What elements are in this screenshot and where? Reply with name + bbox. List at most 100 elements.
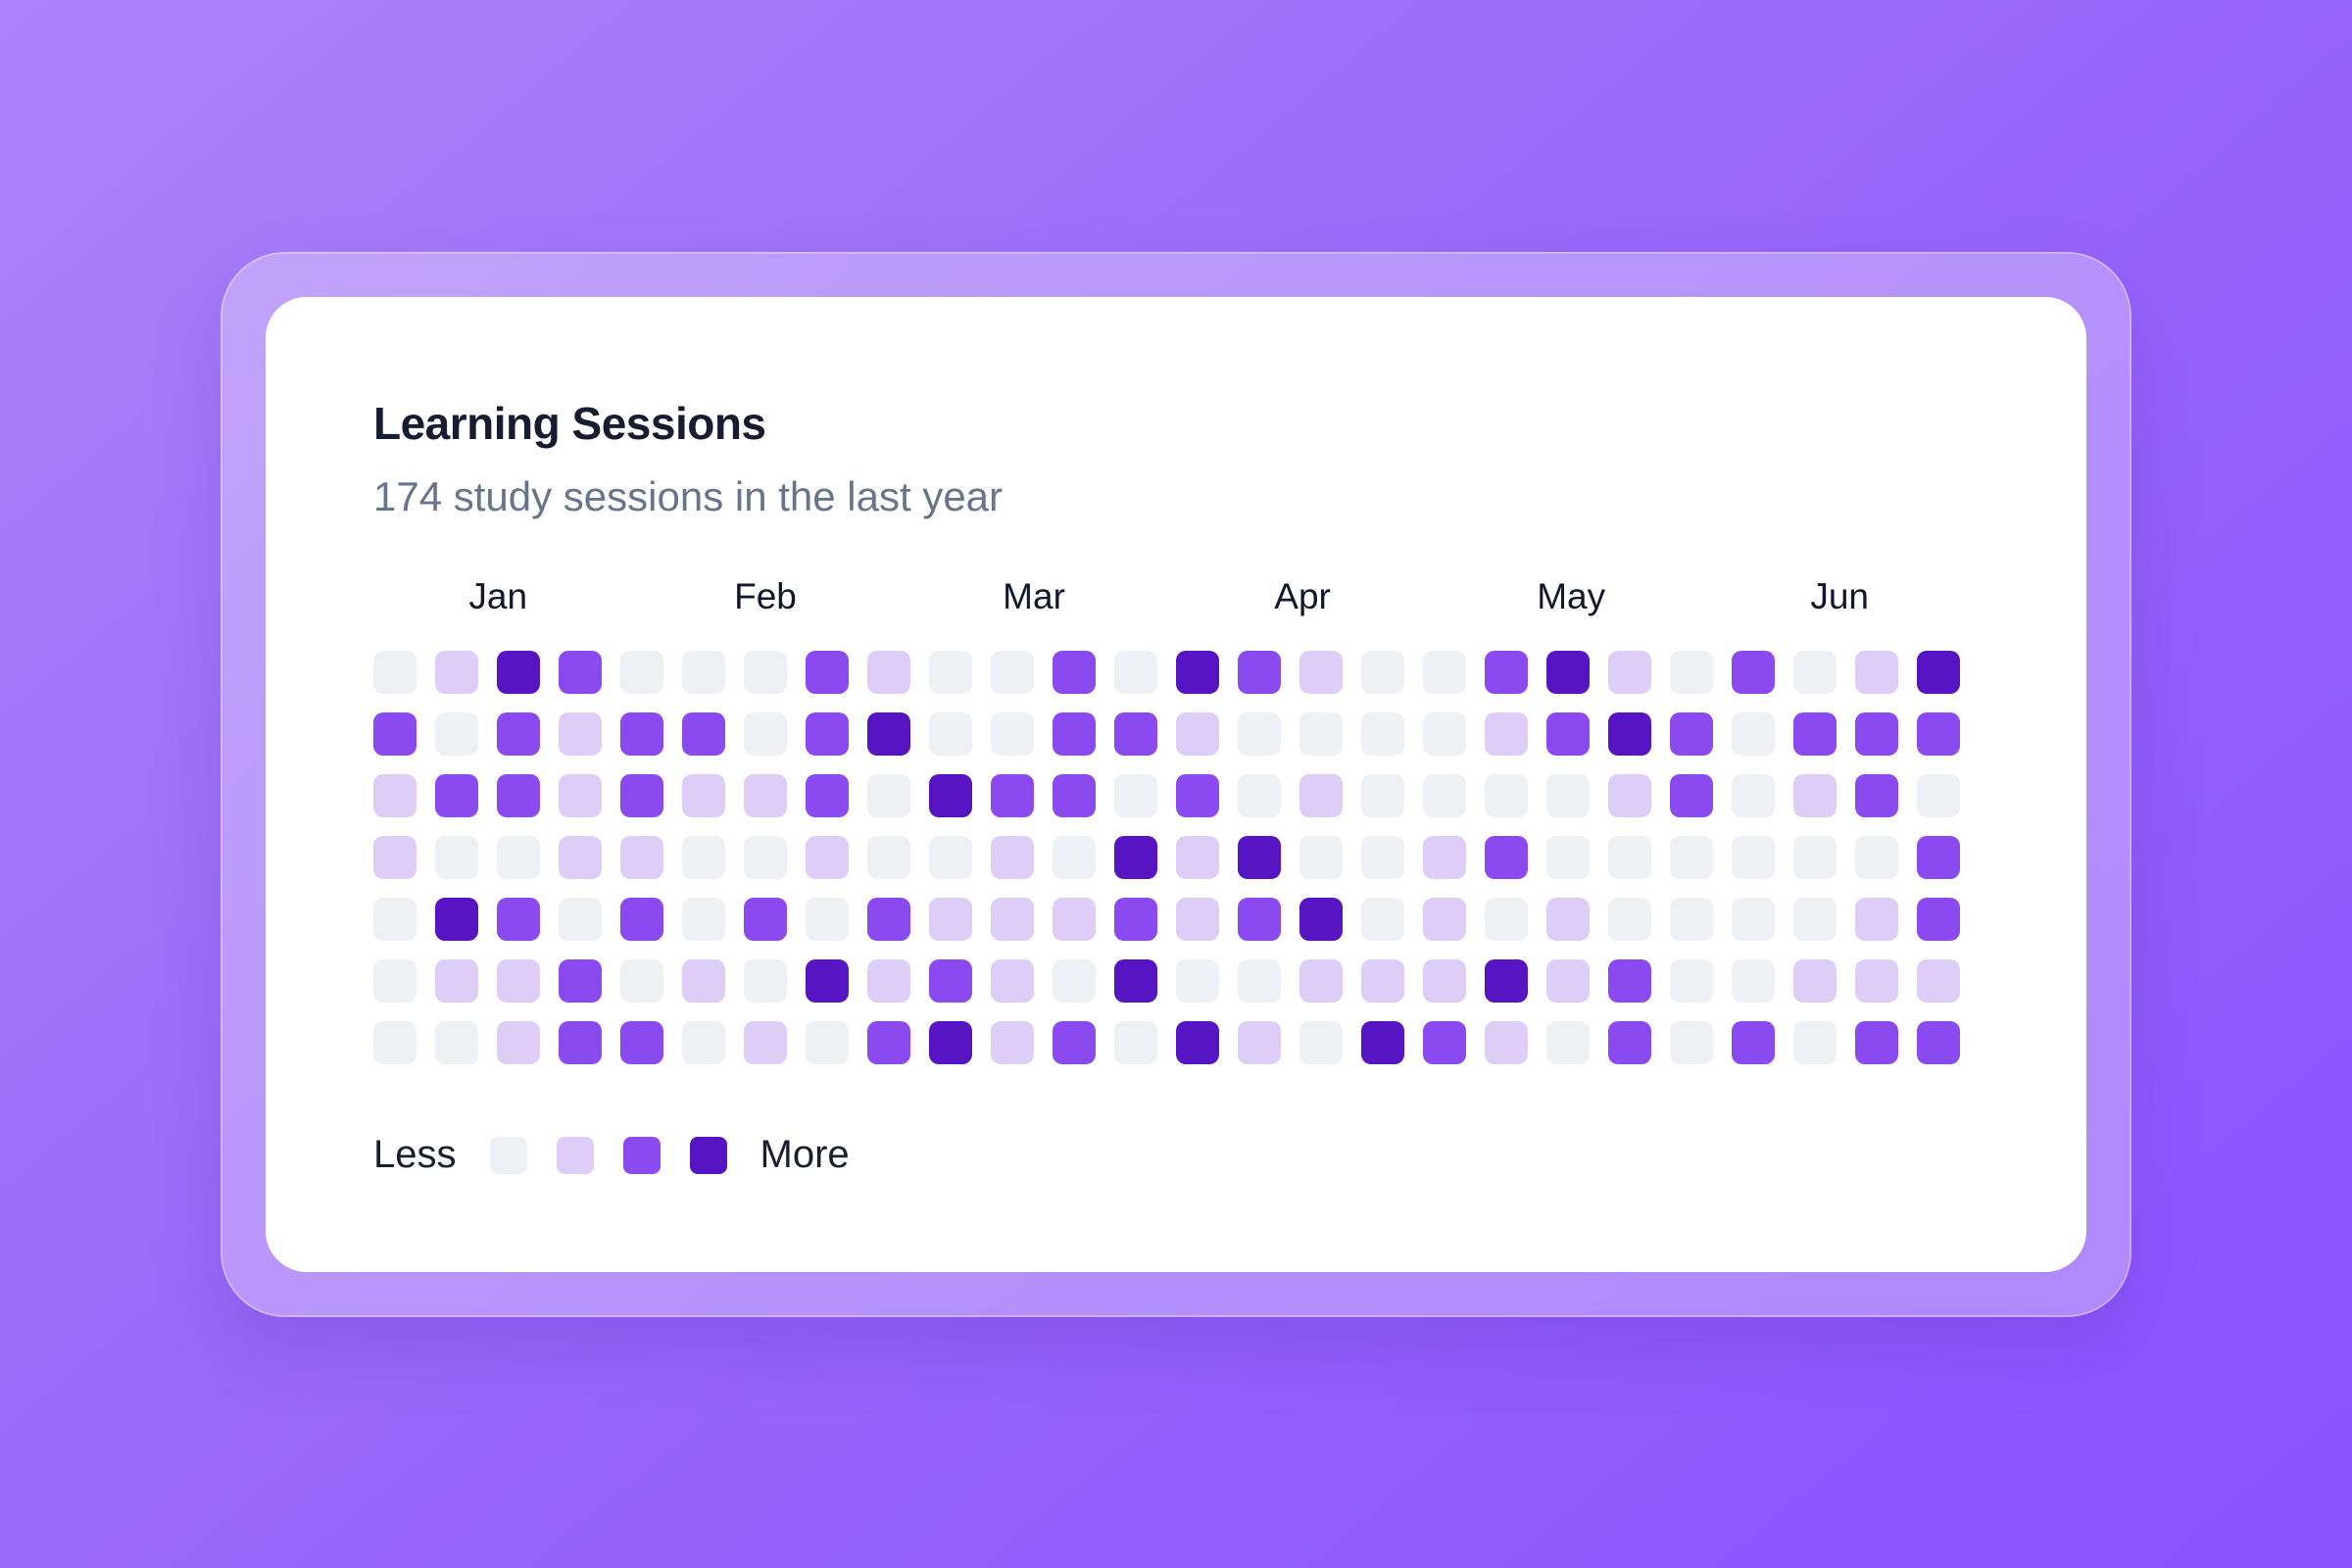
heatmap-cell — [1361, 712, 1404, 757]
heatmap-cell — [1793, 774, 1837, 818]
heatmap-cell — [1299, 774, 1343, 818]
heatmap-cell — [1299, 651, 1343, 695]
heatmap-cell — [1485, 959, 1528, 1004]
heatmap-cell — [1732, 774, 1775, 818]
heatmap-cell — [867, 774, 910, 818]
heatmap-cell — [1238, 1021, 1281, 1065]
heatmap-cell — [1793, 712, 1837, 757]
heatmap-cell — [435, 959, 478, 1004]
heatmap-cell — [373, 898, 416, 942]
heatmap-cell — [1053, 1021, 1096, 1065]
heatmap-cell — [1114, 651, 1157, 695]
legend-swatches — [489, 1136, 727, 1174]
heatmap-cell — [1793, 651, 1837, 695]
heatmap-cell — [1793, 898, 1837, 942]
heatmap-cell — [1053, 774, 1096, 818]
heatmap-cell — [991, 712, 1034, 757]
heatmap-cell — [867, 836, 910, 880]
heatmap-cell — [1485, 898, 1528, 942]
heatmap-cell — [1485, 774, 1528, 818]
heatmap-cell — [435, 712, 478, 757]
heatmap-cell — [1855, 774, 1898, 818]
heatmap-cell — [806, 1021, 849, 1065]
heatmap-cell — [1423, 712, 1466, 757]
heatmap-cell — [806, 651, 849, 695]
heatmap-cell — [867, 712, 910, 757]
heatmap-cell — [1114, 712, 1157, 757]
heatmap-cell — [1176, 836, 1219, 880]
heatmap-cell — [1732, 651, 1775, 695]
heatmap-cell — [1608, 959, 1651, 1004]
heatmap-cell — [1361, 836, 1404, 880]
heatmap-cell — [1423, 836, 1466, 880]
heatmap-cell — [744, 959, 787, 1004]
month-labels-row: Jan Feb Mar Apr May Jun — [373, 576, 1961, 621]
heatmap-cell — [1793, 836, 1837, 880]
heatmap-cell — [991, 898, 1034, 942]
heatmap-cell — [620, 651, 663, 695]
heatmap-cell — [1608, 774, 1651, 818]
legend-more-label: More — [760, 1133, 850, 1177]
heatmap-cell — [991, 959, 1034, 1004]
heatmap-cell — [929, 898, 972, 942]
heatmap-cell — [497, 712, 540, 757]
heatmap-cell — [1238, 774, 1281, 818]
heatmap-cell — [1855, 651, 1898, 695]
learning-sessions-card: Learning Sessions 174 study sessions in … — [266, 296, 2086, 1272]
heatmap-cell — [559, 774, 602, 818]
heatmap-cell — [1546, 959, 1590, 1004]
heatmap-cell — [991, 836, 1034, 880]
heatmap-cell — [1917, 836, 1960, 880]
heatmap-cell — [1053, 898, 1096, 942]
heatmap-cell — [806, 959, 849, 1004]
heatmap-cell — [1855, 1021, 1898, 1065]
month-label-jun: Jun — [1810, 576, 1870, 617]
heatmap-cell — [682, 959, 725, 1004]
heatmap-cell — [435, 836, 478, 880]
heatmap-cell — [1732, 959, 1775, 1004]
heatmap-cell — [559, 836, 602, 880]
heatmap-cell — [744, 898, 787, 942]
heatmap-cell — [1793, 959, 1837, 1004]
heatmap-cell — [1053, 836, 1096, 880]
heatmap-cell — [1732, 836, 1775, 880]
legend-swatch-low — [556, 1136, 594, 1174]
card-subtitle: 174 study sessions in the last year — [373, 472, 1004, 519]
heatmap-cell — [1546, 836, 1590, 880]
heatmap-cell — [1053, 651, 1096, 695]
heatmap-cell — [1546, 651, 1590, 695]
heatmap-cell — [1176, 774, 1219, 818]
heatmap-cell — [1546, 774, 1590, 818]
heatmap-cell — [1608, 712, 1651, 757]
heatmap-cell — [1053, 712, 1096, 757]
heatmap-cell — [991, 1021, 1034, 1065]
heatmap-cell — [1917, 774, 1960, 818]
heatmap-cell — [867, 651, 910, 695]
heatmap-legend: Less More — [373, 1133, 1979, 1177]
heatmap-cell — [559, 898, 602, 942]
heatmap-cell — [1732, 712, 1775, 757]
heatmap-cell — [1855, 836, 1898, 880]
month-label-may: May — [1537, 576, 1606, 617]
heatmap-cell — [1917, 959, 1960, 1004]
heatmap-cell — [1176, 959, 1219, 1004]
heatmap-cell — [1546, 1021, 1590, 1065]
heatmap-cell — [1917, 1021, 1960, 1065]
heatmap-cell — [744, 836, 787, 880]
heatmap-cell — [1176, 712, 1219, 757]
heatmap-cell — [1299, 898, 1343, 942]
heatmap-cell — [1176, 898, 1219, 942]
heatmap-cell — [373, 959, 416, 1004]
heatmap-cell — [929, 651, 972, 695]
heatmap-cell — [929, 712, 972, 757]
heatmap-cell — [1917, 651, 1960, 695]
heatmap-cell — [1793, 1021, 1837, 1065]
heatmap-cell — [1114, 836, 1157, 880]
heatmap-cell — [1670, 774, 1713, 818]
heatmap-cell — [559, 1021, 602, 1065]
heatmap-cell — [1670, 959, 1713, 1004]
heatmap-cell — [559, 651, 602, 695]
heatmap-cell — [867, 1021, 910, 1065]
heatmap-cell — [1238, 959, 1281, 1004]
